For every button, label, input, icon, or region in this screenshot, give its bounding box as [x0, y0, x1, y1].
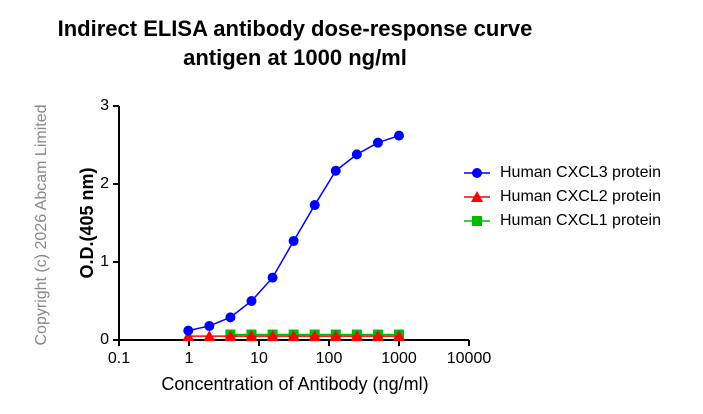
marker: [471, 191, 483, 202]
marker: [309, 200, 320, 211]
marker: [350, 330, 363, 342]
marker: [287, 330, 300, 342]
marker: [225, 312, 236, 323]
marker: [203, 330, 216, 342]
marker: [204, 320, 215, 331]
marker: [224, 330, 237, 342]
y-tick-label: 1: [100, 253, 109, 270]
marker: [245, 330, 258, 342]
x-tick-label: 100: [316, 350, 343, 367]
x-axis-label: Concentration of Antibody (ng/ml): [161, 374, 428, 394]
legend-label: Human CXCL2 protein: [500, 188, 661, 205]
marker: [246, 296, 257, 306]
marker: [267, 272, 278, 283]
chart-subtitle: antigen at 1000 ng/ml: [183, 45, 407, 70]
x-tick-label: 1: [185, 350, 194, 367]
x-tick-label: 1000: [381, 350, 417, 367]
marker: [329, 330, 342, 342]
marker: [372, 137, 383, 148]
x-tick-label: 10000: [447, 350, 492, 367]
marker: [394, 130, 404, 141]
marker: [351, 149, 362, 160]
marker: [472, 216, 482, 226]
watermark: Copyright (c) 2026 Abcam Limited: [33, 105, 50, 346]
x-tick-label: 0.1: [108, 350, 130, 367]
legend-label: Human CXCL1 protein: [500, 212, 661, 229]
y-tick-label: 3: [100, 97, 109, 114]
marker: [330, 165, 341, 176]
x-tick-label: 10: [250, 350, 268, 367]
marker: [393, 330, 405, 342]
marker: [308, 330, 321, 342]
y-tick-label: 2: [100, 175, 109, 192]
marker: [183, 325, 194, 336]
marker: [288, 235, 299, 246]
y-tick-label: 0: [100, 331, 109, 348]
chart-title: Indirect ELISA antibody dose-response cu…: [58, 16, 533, 41]
marker: [472, 168, 482, 178]
series-line: [188, 134, 400, 332]
legend-label: Human CXCL3 protein: [500, 164, 661, 181]
marker: [266, 330, 279, 342]
y-axis-label: O.D.(405 nm): [77, 167, 97, 278]
marker: [371, 330, 384, 342]
